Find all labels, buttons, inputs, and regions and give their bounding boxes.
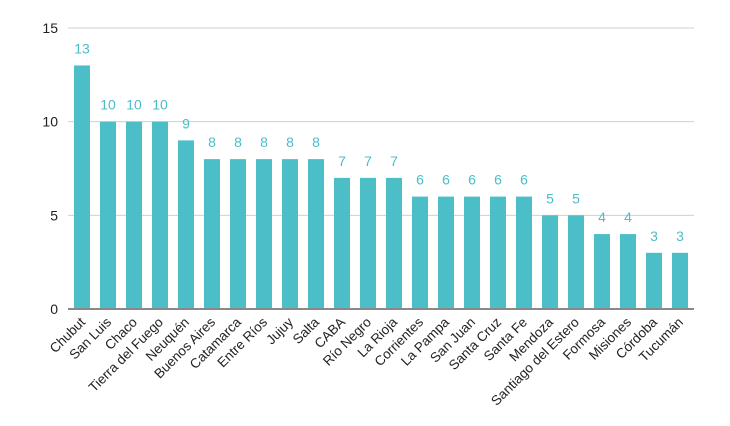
y-tick-label: 5 — [50, 207, 58, 223]
bar — [204, 159, 220, 309]
data-label: 9 — [182, 115, 190, 131]
y-tick-label: 15 — [42, 20, 58, 36]
bar — [74, 65, 90, 309]
data-label: 8 — [234, 134, 242, 150]
data-label: 8 — [286, 134, 294, 150]
bar — [516, 196, 532, 309]
bar — [126, 121, 142, 310]
bar — [256, 159, 272, 309]
bar — [646, 252, 662, 309]
data-label: 7 — [390, 153, 398, 169]
data-label: 10 — [152, 97, 168, 113]
data-label: 5 — [546, 190, 554, 206]
data-label: 4 — [598, 209, 606, 225]
bar — [100, 121, 116, 310]
bar — [230, 159, 246, 309]
bar — [412, 196, 428, 309]
bar — [438, 196, 454, 309]
data-label: 6 — [494, 172, 502, 188]
data-label: 7 — [338, 153, 346, 169]
data-label: 8 — [208, 134, 216, 150]
data-label: 6 — [442, 172, 450, 188]
data-label: 13 — [74, 40, 90, 56]
data-label: 8 — [312, 134, 320, 150]
data-label: 6 — [520, 172, 528, 188]
data-label: 6 — [416, 172, 424, 188]
bar — [334, 177, 350, 309]
data-label: 3 — [676, 228, 684, 244]
bar — [152, 121, 168, 310]
bar — [672, 252, 688, 309]
x-tick-label: Jujuy — [263, 314, 296, 347]
y-tick-label: 10 — [42, 114, 58, 130]
data-label: 5 — [572, 190, 580, 206]
bar — [568, 215, 584, 309]
bar — [594, 234, 610, 309]
bar — [282, 159, 298, 309]
bar — [308, 159, 324, 309]
data-label: 4 — [624, 209, 632, 225]
data-label: 6 — [468, 172, 476, 188]
data-label: 7 — [364, 153, 372, 169]
data-label: 8 — [260, 134, 268, 150]
data-label: 10 — [100, 97, 116, 113]
data-label: 3 — [650, 228, 658, 244]
bar — [386, 177, 402, 309]
data-label: 10 — [126, 97, 142, 113]
bar — [464, 196, 480, 309]
bar — [620, 234, 636, 309]
bar — [542, 215, 558, 309]
bar — [490, 196, 506, 309]
bar — [360, 177, 376, 309]
y-tick-label: 0 — [50, 301, 58, 317]
bar — [178, 140, 194, 309]
